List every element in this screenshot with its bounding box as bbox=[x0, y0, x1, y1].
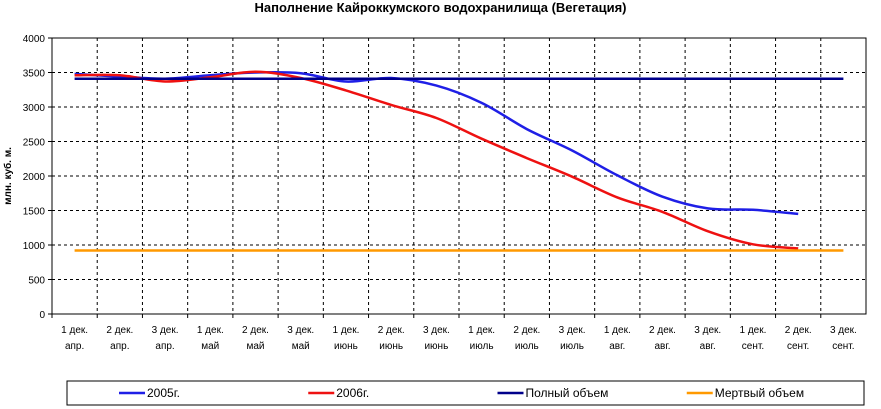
y-axis: 0 500 1000 1500 2000 2500 3000 3500 4000 bbox=[23, 34, 52, 321]
x-tick-sublabel: сент. bbox=[787, 341, 809, 352]
y-tick-label: 4000 bbox=[23, 34, 46, 45]
legend-entry: 2006г. bbox=[336, 386, 369, 400]
x-tick-sublabel: июль bbox=[560, 341, 584, 352]
x-tick-sublabel: апр. bbox=[110, 341, 129, 352]
x-tick-label: 3 дек. bbox=[152, 325, 179, 336]
x-tick-label: 2 дек. bbox=[785, 325, 812, 336]
y-tick-label: 2000 bbox=[23, 172, 46, 183]
grid bbox=[52, 38, 866, 314]
legend: 2005г. 2006г. Полный объем Мертвый объем bbox=[66, 380, 865, 406]
x-tick-sublabel: сент. bbox=[742, 341, 764, 352]
x-tick-label: 3 дек. bbox=[559, 325, 586, 336]
series-layer bbox=[74, 70, 844, 252]
x-tick-sublabel: май bbox=[201, 341, 219, 352]
chart-title: Наполнение Кайроккумского водохранилища … bbox=[254, 0, 627, 15]
x-tick-sublabel: сент. bbox=[832, 341, 854, 352]
x-tick-sublabel: апр. bbox=[65, 341, 84, 352]
x-tick-label: 3 дек. bbox=[423, 325, 450, 336]
x-tick-label: 2 дек. bbox=[649, 325, 676, 336]
x-tick-sublabel: авг. bbox=[609, 341, 625, 352]
legend-entry: Полный объем bbox=[526, 386, 609, 400]
y-axis-label: млн. куб. м. bbox=[2, 147, 14, 205]
x-tick-label: 2 дек. bbox=[106, 325, 133, 336]
x-tick-label: 2 дек. bbox=[378, 325, 405, 336]
x-tick-sublabel: июнь bbox=[379, 341, 403, 352]
x-tick-sublabel: июль bbox=[515, 341, 539, 352]
x-tick-sublabel: авг. bbox=[700, 341, 716, 352]
y-tick-label: 0 bbox=[39, 310, 45, 321]
x-tick-sublabel: июнь bbox=[424, 341, 448, 352]
legend-entry: 2005г. bbox=[147, 386, 180, 400]
series-line-2005г bbox=[74, 70, 799, 216]
y-tick-label: 3500 bbox=[23, 69, 46, 80]
x-axis: 1 дек. апр. 2 дек. апр. 3 дек. апр. 1 дек. май 2… bbox=[51, 314, 857, 352]
x-tick-label: 2 дек. bbox=[513, 325, 540, 336]
x-tick-label: 3 дек. bbox=[287, 325, 314, 336]
legend-entry: Мертвый объем bbox=[715, 386, 804, 400]
x-tick-label: 1 дек. bbox=[468, 325, 495, 336]
x-tick-label: 1 дек. bbox=[61, 325, 88, 336]
x-tick-sublabel: май bbox=[292, 341, 310, 352]
x-tick-sublabel: апр. bbox=[155, 341, 174, 352]
y-tick-label: 1500 bbox=[23, 207, 46, 218]
legend-box bbox=[66, 380, 865, 406]
y-tick-label: 2500 bbox=[23, 138, 46, 149]
x-tick-sublabel: май bbox=[246, 341, 264, 352]
x-tick-label: 2 дек. bbox=[242, 325, 269, 336]
x-tick-label: 1 дек. bbox=[604, 325, 631, 336]
x-tick-label: 3 дек. bbox=[694, 325, 721, 336]
y-tick-label: 3000 bbox=[23, 103, 46, 114]
x-tick-label: 1 дек. bbox=[739, 325, 766, 336]
y-tick-label: 500 bbox=[28, 276, 45, 287]
x-tick-sublabel: авг. bbox=[654, 341, 670, 352]
x-tick-sublabel: июль bbox=[470, 341, 494, 352]
x-tick-label: 1 дек. bbox=[197, 325, 224, 336]
x-tick-label: 3 дек. bbox=[830, 325, 857, 336]
x-tick-sublabel: июнь bbox=[334, 341, 358, 352]
x-tick-label: 1 дек. bbox=[332, 325, 359, 336]
y-tick-label: 1000 bbox=[23, 241, 46, 252]
